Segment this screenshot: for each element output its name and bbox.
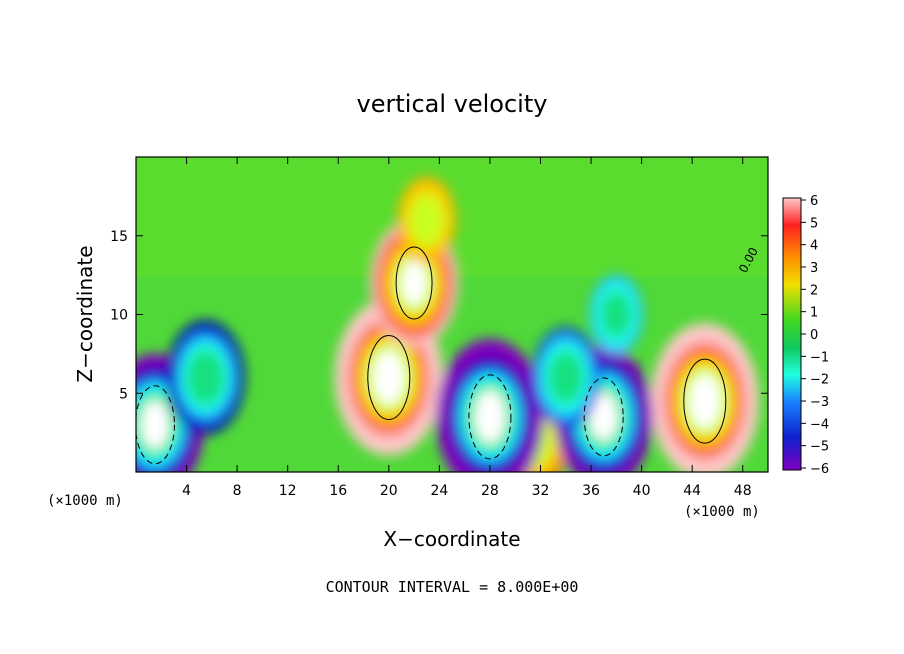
colorbar-tick-label: 4 [810,239,818,254]
colorbar-tick-label: −4 [810,417,829,432]
field-core-updraft-plume [400,260,428,306]
field-core-downdraft-28 [473,389,507,445]
x-tick-label: 32 [532,483,550,499]
colorbar-tick-label: −3 [810,395,829,410]
x-tick-label: 28 [481,483,499,499]
x-axis-title: X−coordinate [383,527,520,551]
x-tick-label: 12 [279,483,297,499]
plot-area [136,157,768,472]
field-core-updraft-core [372,350,405,405]
field-downdraft-6 [186,350,225,405]
contour-downdraft-left [136,385,175,465]
field-core-downdraft-left [140,399,170,450]
y-axis: 5 10 15 [110,229,768,402]
colorbar-tick-label: 2 [810,283,818,298]
x-axis: 4 8 12 16 20 24 28 32 36 40 44 48 [182,157,752,499]
x-tick-label: 44 [683,483,701,499]
field-core-updraft-right [688,373,721,429]
colorbar-tick-label: 5 [810,216,818,231]
velocity-field [136,177,759,472]
x-tick-label: 36 [582,483,600,499]
field-updraft-top [410,195,444,245]
contour-updraft-core [367,335,411,420]
x-tick-label: 24 [430,483,448,499]
colorbar-tick-label: 6 [810,194,818,209]
x-tick-label: 4 [182,483,191,499]
y-tick-label: 15 [110,229,128,245]
colorbar-tick-label: 3 [810,261,818,276]
colorbar-tick-label: 0 [810,328,818,343]
contour-interval-note: CONTOUR INTERVAL = 8.000E+00 [326,578,579,596]
colorbar-tick-label: 1 [810,306,818,321]
contour-updraft-right [683,358,727,444]
contour-lines [136,246,727,465]
y-tick-label: 10 [110,308,128,324]
colorbar-tick-label: −6 [810,462,829,477]
x-tick-label: 20 [380,483,398,499]
field-core-downdraft-37 [588,392,619,442]
colorbar-tick-label: −1 [810,350,829,365]
contour-downdraft-28 [468,374,512,460]
colorbar: 6 5 4 3 2 1 0 −1 −2 −3 −4 −5 −6 [782,194,829,477]
chart-title: vertical velocity [357,90,548,118]
x-tick-label: 8 [233,483,242,499]
colorbar-tick-label: −5 [810,440,829,455]
colorbar-tick-label: −2 [810,373,829,388]
y-tick-label: 5 [119,386,128,402]
colorbar-gradient [783,198,801,470]
x-tick-label: 16 [329,483,347,499]
x-unit-right: (×1000 m) [684,504,760,520]
field-downdraft-34 [548,351,584,404]
x-tick-label: 40 [633,483,651,499]
y-axis-title: Z−coordinate [73,245,97,382]
contour-downdraft-37 [583,377,624,457]
contour-updraft-plume [395,246,433,320]
field-downdraft-upper [601,292,632,337]
x-unit-left: (×1000 m) [47,493,123,509]
x-tick-label: 48 [734,483,752,499]
